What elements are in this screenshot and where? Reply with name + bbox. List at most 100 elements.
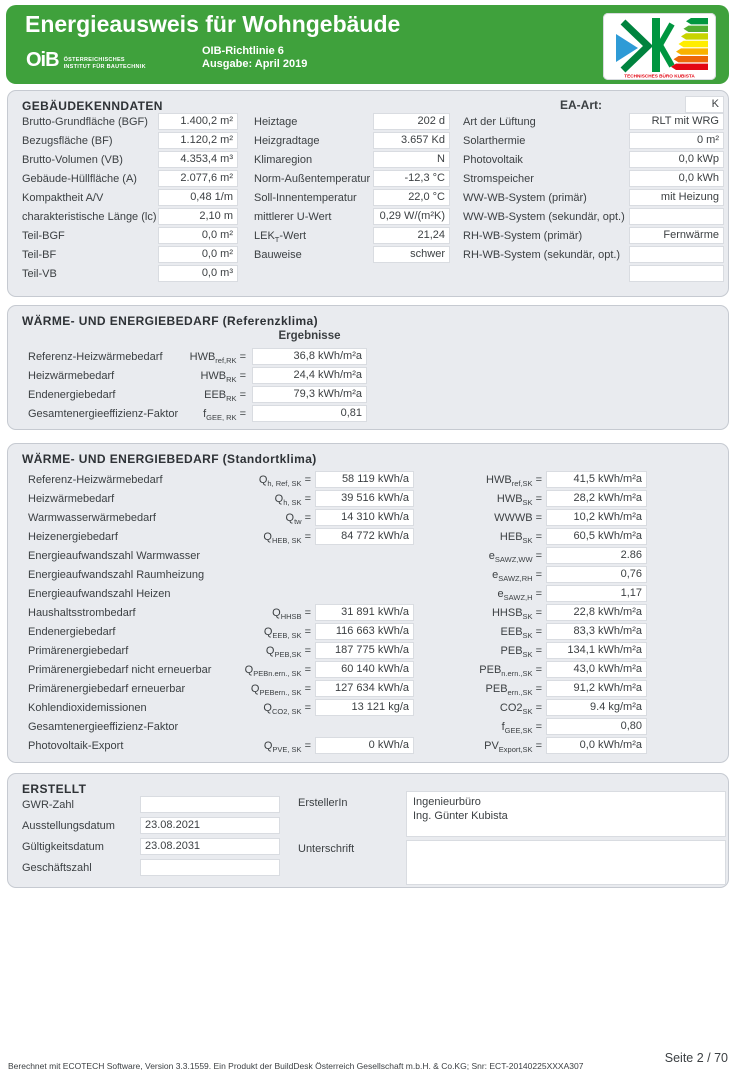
field-label: RH-WB-System (sekundär, opt.) [463, 249, 621, 261]
field-row: Gesamtenergieeffizienz-Faktor fGEE,SK = 0… [8, 718, 728, 737]
field-row: Bezugsfläche (BF) 1.120,2 m² [8, 132, 728, 151]
field-row: charakteristische Länge (lc) 2,10 m [8, 208, 728, 227]
field-label: Referenz-Heizwärmebedarf [28, 474, 163, 486]
field-label: Gebäude-Hüllfläche (A) [22, 173, 137, 185]
value-box-left: 187 775 kWh/a [315, 642, 414, 659]
field-row: Geschäftszahl [8, 859, 728, 878]
field-row: Solarthermie 0 m² [8, 132, 728, 151]
field-value-box: 2.077,6 m² [158, 170, 238, 187]
field-label: Endenergiebedarf [28, 626, 116, 638]
value-box-left: 31 891 kWh/a [315, 604, 414, 621]
field-row: Primärenergiebedarf QPEB,SK = 187 775 kWh… [8, 642, 728, 661]
field-row: WW-WB-System (sekundär, opt.) [8, 208, 728, 227]
field-label: Primärenergiebedarf erneuerbar [28, 683, 186, 695]
field-value-box: 2,10 m [158, 208, 238, 225]
field-label: Bezugsfläche (BF) [22, 135, 113, 147]
field-value-box: 4.353,4 m³ [158, 151, 238, 168]
field-row: Teil-VB 0,0 m³ [8, 265, 728, 284]
symbol-right: HWBSK = [496, 493, 542, 508]
field-label: Heizenergiebedarf [28, 531, 118, 543]
field-label: Teil-BGF [22, 230, 65, 242]
symbol-right: PEBSK = [500, 645, 542, 660]
field-label: mittlerer U-Wert [254, 211, 332, 223]
field-value-box: N [373, 151, 450, 168]
symbol-left: QEEB, SK = [263, 626, 311, 641]
section-standortklima: WÄRME- UND ENERGIEBEDARF (Standortklima)… [7, 443, 729, 763]
field-label: Gesamtenergieeffizienz-Faktor [28, 408, 179, 420]
field-value-box: schwer [373, 246, 450, 263]
field-label: WW-WB-System (primär) [463, 192, 587, 204]
field-label: Primärenergiebedarf [28, 645, 129, 657]
kubista-logo: TECHNISCHES BÜRO KUBISTA [603, 13, 716, 80]
value-box-left: 84 772 kWh/a [315, 528, 414, 545]
field-value-box: 21,24 [373, 227, 450, 244]
field-row: Primärenergiebedarf erneuerbar QPEBern.,… [8, 680, 728, 699]
field-label: Warmwasserwärmebedarf [28, 512, 156, 524]
page-number: Seite 2 / 70 [664, 1051, 728, 1065]
field-row: Warmwasserwärmebedarf Qtw = 14 310 kWh/a … [8, 509, 728, 528]
value-box-left: 116 663 kWh/a [315, 623, 414, 640]
field-row: Heizwärmebedarf HWBRK = 24,4 kWh/m²a [8, 367, 728, 386]
symbol-right: EEBSK = [500, 626, 542, 641]
svg-text:TECHNISCHES BÜRO KUBISTA: TECHNISCHES BÜRO KUBISTA [624, 73, 695, 79]
value-box-left: 127 634 kWh/a [315, 680, 414, 697]
field-row: RH-WB-System (primär) Fernwärme [8, 227, 728, 246]
field-row: Teil-BF 0,0 m² [8, 246, 728, 265]
field-value-box: 0,0 kWh [629, 170, 724, 187]
field-value-box: 1.120,2 m² [158, 132, 238, 149]
field-label: Photovoltaik [463, 154, 523, 166]
field-row: Heizenergiebedarf QHEB, SK = 84 772 kWh/a… [8, 528, 728, 547]
field-label: LEKT-Wert [254, 230, 307, 245]
field-label: Ausstellungsdatum [22, 820, 115, 832]
header-banner: Energieausweis für Wohngebäude OiB ÖSTER… [6, 5, 729, 84]
field-label: RH-WB-System (primär) [463, 230, 583, 242]
field-label: Stromspeicher [463, 173, 534, 185]
ersteller-value-box: Ingenieurbüro Ing. Günter Kubista [406, 791, 726, 837]
value-box-right: 91,2 kWh/m²a [546, 680, 647, 697]
field-value-box: 0,0 kWp [629, 151, 724, 168]
symbol-left: QPEBern., SK = [250, 683, 311, 698]
field-row: Energieaufwandszahl Heizen eSAWZ,H = 1,17 [8, 585, 728, 604]
value-box-right: 9.4 kg/m²a [546, 699, 647, 716]
field-row: Photovoltaik 0,0 kWp [8, 151, 728, 170]
field-value-box: 202 d [373, 113, 450, 130]
field-row: Energieaufwandszahl Warmwasser eSAWZ,WW =… [8, 547, 728, 566]
page-title: Energieausweis für Wohngebäude [25, 11, 401, 37]
field-row: Ausstellungsdatum 23.08.2021 [8, 817, 728, 836]
section-gebaeudekenndaten: GEBÄUDEKENNDATEN EA-Art: K Brutto-Grundf… [7, 90, 729, 297]
field-row: Primärenergiebedarf nicht erneuerbar QPE… [8, 661, 728, 680]
field-label: Art der Lüftung [463, 116, 536, 128]
field-label: Gültigkeitsdatum [22, 841, 104, 853]
field-label: Energieaufwandszahl Raumheizung [28, 569, 205, 581]
field-label: Heiztage [254, 116, 298, 128]
field-value-box: 24,4 kWh/m²a [252, 367, 367, 384]
field-label: Kompaktheit A/V [22, 192, 104, 204]
value-box-left: 58 119 kWh/a [315, 471, 414, 488]
ea-art-label: EA-Art: [560, 98, 602, 112]
value-box-right: 2.86 [546, 547, 647, 564]
field-value-box: 36,8 kWh/m²a [252, 348, 367, 365]
value-box-right: 134,1 kWh/m²a [546, 642, 647, 659]
field-label: Kohlendioxidemissionen [28, 702, 147, 714]
field-row: RH-WB-System (sekundär, opt.) [8, 246, 728, 265]
field-row: Photovoltaik-Export QPVE, SK = 0 kWh/a PV… [8, 737, 728, 756]
symbol-left: Qh, SK = [274, 493, 311, 508]
field-row: Endenergiebedarf QEEB, SK = 116 663 kWh/a… [8, 623, 728, 642]
field-label: Energieaufwandszahl Warmwasser [28, 550, 200, 562]
value-box-right: 10,2 kWh/m²a [546, 509, 647, 526]
field-row: mittlerer U-Wert 0,29 W/(m²K) [8, 208, 728, 227]
field-row: Energieaufwandszahl Raumheizung eSAWZ,RH… [8, 566, 728, 585]
field-label: Brutto-Grundfläche (BGF) [22, 116, 148, 128]
symbol-left: Qh, Ref, SK = [258, 474, 311, 489]
field-label: Brutto-Volumen (VB) [22, 154, 123, 166]
field-value-box: 23.08.2021 [140, 817, 280, 834]
field-row: Brutto-Volumen (VB) 4.353,4 m³ [8, 151, 728, 170]
field-value-box [140, 859, 280, 876]
symbol-left: QCO2, SK = [263, 702, 311, 717]
value-box-right: 0,80 [546, 718, 647, 735]
value-box-right: 83,3 kWh/m²a [546, 623, 647, 640]
symbol-right: PEBern.,SK = [485, 683, 542, 698]
field-label: Teil-VB [22, 268, 57, 280]
ersteller-label: ErstellerIn [298, 797, 348, 809]
field-value-box: mit Heizung [629, 189, 724, 206]
